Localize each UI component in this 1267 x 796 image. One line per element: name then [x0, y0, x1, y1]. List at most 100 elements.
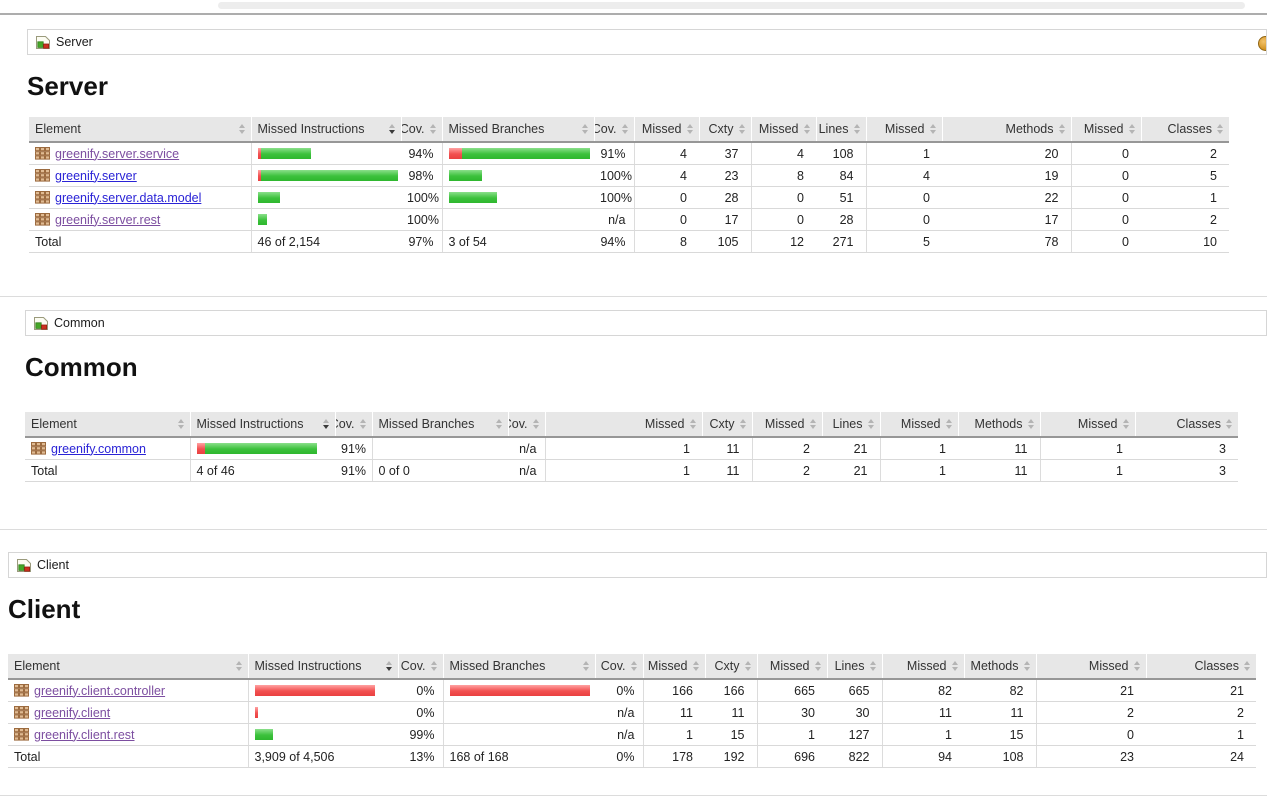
- column-header-label: Lines: [835, 659, 865, 673]
- top-divider: [0, 13, 1267, 15]
- package-icon: [14, 684, 29, 697]
- missed-bar-red: [255, 707, 258, 718]
- column-header-cov-[interactable]: Cov.: [401, 117, 442, 142]
- metric-cell: 4: [634, 142, 699, 165]
- total-metric-cell: 24: [1146, 746, 1256, 768]
- column-header-missed[interactable]: Missed: [751, 117, 816, 142]
- covered-bar-green: [258, 214, 267, 225]
- total-metric-cell: 108: [964, 746, 1036, 768]
- column-header-label: Missed: [770, 659, 810, 673]
- column-header-label: Missed: [885, 122, 925, 136]
- column-header-methods[interactable]: Methods: [958, 412, 1040, 437]
- section-common: Common Common ElementMissed Instructions…: [0, 297, 1267, 530]
- branches-bar-cell: [443, 702, 595, 724]
- package-link[interactable]: greenify.client.controller: [34, 684, 165, 698]
- column-header-cov-[interactable]: Cov.: [595, 654, 643, 679]
- metric-cell: 0: [866, 209, 942, 231]
- branches-coverage-cell: n/a: [508, 437, 545, 460]
- package-link[interactable]: greenify.server.rest: [55, 213, 160, 227]
- total-metric-cell: 2: [752, 460, 822, 482]
- column-header-missed[interactable]: Missed: [1036, 654, 1146, 679]
- column-header-missed-branches[interactable]: Missed Branches: [442, 117, 594, 142]
- branches-bar-cell: [442, 187, 594, 209]
- branches-bar-cell: [443, 724, 595, 746]
- table-row: greenify.client0%n/a11113030111122: [8, 702, 1256, 724]
- metric-cell: 30: [757, 702, 827, 724]
- column-header-cxty[interactable]: Cxty: [702, 412, 752, 437]
- branches-coverage-cell: 100%: [594, 165, 634, 187]
- column-header-missed[interactable]: Missed: [882, 654, 964, 679]
- instructions-coverage-cell: 94%: [401, 142, 442, 165]
- sort-arrows-icon: [583, 661, 589, 671]
- sort-arrows-icon: [1123, 419, 1129, 429]
- column-header-label: Cxty: [710, 417, 735, 431]
- package-link[interactable]: greenify.server.data.model: [55, 191, 201, 205]
- column-header-classes[interactable]: Classes: [1146, 654, 1256, 679]
- column-header-missed[interactable]: Missed: [752, 412, 822, 437]
- sessions-icon[interactable]: [1258, 36, 1267, 51]
- sort-arrows-icon: [1024, 661, 1030, 671]
- table-header: ElementMissed InstructionsCov.Missed Bra…: [29, 117, 1229, 142]
- column-header-classes[interactable]: Classes: [1135, 412, 1238, 437]
- column-header-missed[interactable]: Missed: [880, 412, 958, 437]
- column-header-missed[interactable]: Missed: [545, 412, 702, 437]
- column-header-element[interactable]: Element: [29, 117, 251, 142]
- total-label-cell: Total: [29, 231, 251, 253]
- metric-cell: 166: [705, 679, 757, 702]
- column-header-lines[interactable]: Lines: [822, 412, 880, 437]
- column-header-missed-instructions[interactable]: Missed Instructions: [190, 412, 335, 437]
- column-header-cxty[interactable]: Cxty: [699, 117, 751, 142]
- bundle-icon: [35, 35, 51, 50]
- column-header-cxty[interactable]: Cxty: [705, 654, 757, 679]
- package-link[interactable]: greenify.client: [34, 706, 110, 720]
- column-header-missed-branches[interactable]: Missed Branches: [372, 412, 508, 437]
- column-header-classes[interactable]: Classes: [1141, 117, 1229, 142]
- column-header-element[interactable]: Element: [25, 412, 190, 437]
- column-header-label: Cov.: [508, 417, 528, 431]
- package-icon: [31, 442, 46, 455]
- metric-cell: 2: [752, 437, 822, 460]
- column-header-missed[interactable]: Missed: [1071, 117, 1141, 142]
- package-icon: [14, 706, 29, 719]
- column-header-missed[interactable]: Missed: [643, 654, 705, 679]
- column-header-missed-instructions[interactable]: Missed Instructions: [248, 654, 398, 679]
- total-metric-cell: 105: [699, 231, 751, 253]
- column-header-missed-branches[interactable]: Missed Branches: [443, 654, 595, 679]
- total-branches-cell: 3 of 54: [442, 231, 594, 253]
- sort-arrows-icon: [740, 419, 746, 429]
- sort-arrows-icon: [1217, 124, 1223, 134]
- column-header-methods[interactable]: Methods: [964, 654, 1036, 679]
- instructions-coverage-cell: 99%: [398, 724, 443, 746]
- scrollbar-thumb[interactable]: [218, 2, 1245, 9]
- column-header-methods[interactable]: Methods: [942, 117, 1071, 142]
- column-header-label: Classes: [1168, 122, 1212, 136]
- column-header-missed[interactable]: Missed: [1040, 412, 1135, 437]
- column-header-cov-[interactable]: Cov.: [508, 412, 545, 437]
- column-header-missed[interactable]: Missed: [866, 117, 942, 142]
- total-label-cell: Total: [25, 460, 190, 482]
- column-header-lines[interactable]: Lines: [816, 117, 866, 142]
- total-instructions-coverage-cell: 13%: [398, 746, 443, 768]
- sort-arrows-icon: [854, 124, 860, 134]
- column-header-lines[interactable]: Lines: [827, 654, 882, 679]
- column-header-element[interactable]: Element: [8, 654, 248, 679]
- column-header-label: Missed: [1089, 659, 1129, 673]
- breadcrumb-bar: Server: [27, 29, 1267, 55]
- covered-bar-green: [449, 192, 497, 203]
- column-header-missed-instructions[interactable]: Missed Instructions: [251, 117, 401, 142]
- sort-arrows-icon: [690, 419, 696, 429]
- column-header-cov-[interactable]: Cov.: [594, 117, 634, 142]
- column-header-missed[interactable]: Missed: [757, 654, 827, 679]
- instructions-bar-cell: [248, 702, 398, 724]
- column-header-cov-[interactable]: Cov.: [398, 654, 443, 679]
- package-link[interactable]: greenify.server.service: [55, 147, 179, 161]
- column-header-label: Lines: [833, 417, 863, 431]
- column-header-missed[interactable]: Missed: [634, 117, 699, 142]
- metric-cell: 1: [643, 724, 705, 746]
- column-header-cov-[interactable]: Cov.: [335, 412, 372, 437]
- package-link[interactable]: greenify.server: [55, 169, 137, 183]
- package-link[interactable]: greenify.common: [51, 442, 146, 456]
- metric-cell: 2: [1141, 142, 1229, 165]
- sort-arrows-icon: [739, 124, 745, 134]
- package-link[interactable]: greenify.client.rest: [34, 728, 135, 742]
